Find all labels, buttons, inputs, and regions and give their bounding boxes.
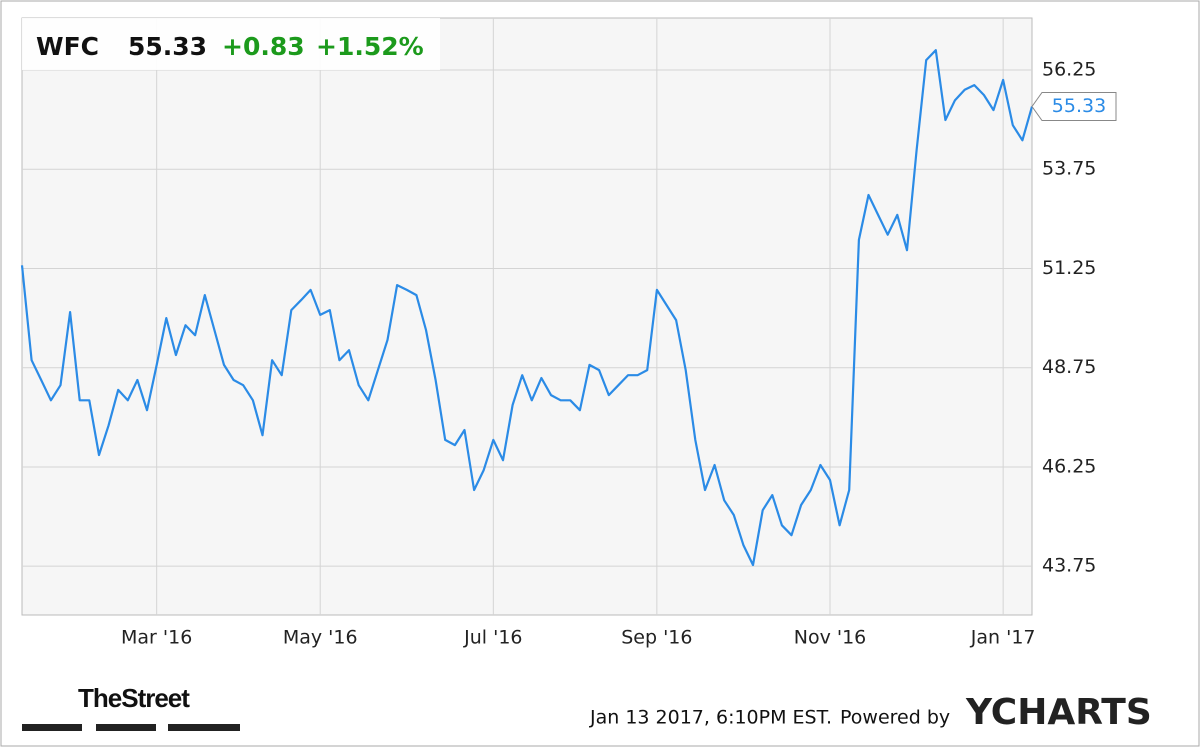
y-tick-label: 51.25 — [1042, 257, 1096, 279]
timestamp: Jan 13 2017, 6:10PM EST. — [589, 707, 832, 729]
x-tick-label: Sep '16 — [621, 627, 692, 649]
symbol: WFC — [36, 32, 99, 61]
brand-bar — [22, 724, 82, 731]
x-tick-label: Jul '16 — [463, 627, 522, 649]
logo: YCHARTS — [965, 692, 1152, 733]
grid — [22, 18, 1032, 615]
change: +0.83 — [222, 32, 305, 61]
change-pct: +1.52% — [316, 32, 424, 61]
x-tick-label: Jan '17 — [970, 627, 1036, 649]
brand-bar — [168, 724, 240, 731]
header-box — [22, 18, 440, 70]
last-value-label: 55.33 — [1052, 95, 1106, 117]
y-tick-label: 48.75 — [1042, 356, 1096, 378]
x-tick-label: Nov '16 — [794, 627, 867, 649]
y-tick-label: 56.25 — [1042, 58, 1096, 80]
y-tick-label: 46.25 — [1042, 455, 1096, 477]
brand: TheStreet — [78, 683, 190, 713]
y-tick-label: 53.75 — [1042, 158, 1096, 180]
brand-bar — [96, 724, 156, 731]
last-value-box — [1031, 92, 1117, 122]
marks — [20, 49, 1034, 567]
y-tick-label: 43.75 — [1042, 555, 1096, 577]
x-tick-label: Mar '16 — [121, 627, 192, 649]
powered-by: Powered by — [840, 707, 950, 729]
price: 55.33 — [128, 32, 207, 61]
price-line — [20, 49, 1034, 567]
plot-area — [21, 17, 1033, 616]
x-tick-label: May '16 — [283, 627, 358, 649]
